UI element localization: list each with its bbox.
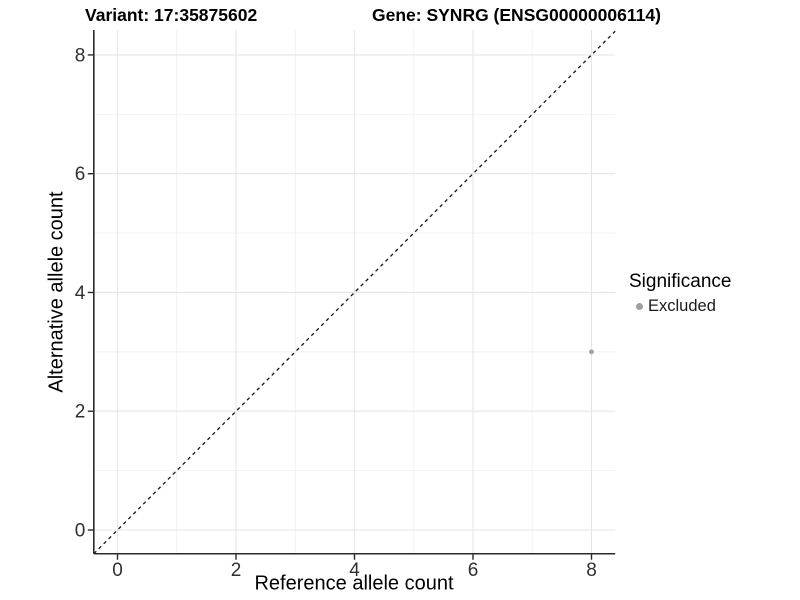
legend-item-label: Excluded — [648, 296, 716, 315]
legend-key-dot-icon — [636, 302, 643, 310]
x-tick-label: 0 — [112, 560, 123, 581]
x-tick-label: 6 — [468, 560, 479, 581]
gene-title: Gene: SYNRG (ENSG00000006114) — [372, 5, 661, 25]
variant-title: Variant: 17:35875602 — [85, 5, 258, 25]
y-axis-title: Alternative allele count — [45, 191, 68, 393]
x-tick-label: 2 — [231, 560, 242, 581]
legend-title: Significance — [629, 271, 732, 292]
x-axis-title: Reference allele count — [254, 572, 454, 595]
y-tick-label: 4 — [75, 283, 86, 304]
legend: Significance Excluded — [629, 271, 731, 316]
y-tick-label: 2 — [75, 402, 86, 423]
data-point — [589, 349, 594, 355]
y-tick-label: 8 — [75, 45, 86, 66]
y-tick-label: 0 — [75, 520, 86, 541]
y-tick-label: 6 — [75, 164, 86, 185]
legend-item-excluded: Excluded — [629, 297, 731, 316]
x-tick-label: 4 — [349, 560, 360, 581]
x-tick-label: 8 — [586, 560, 597, 581]
